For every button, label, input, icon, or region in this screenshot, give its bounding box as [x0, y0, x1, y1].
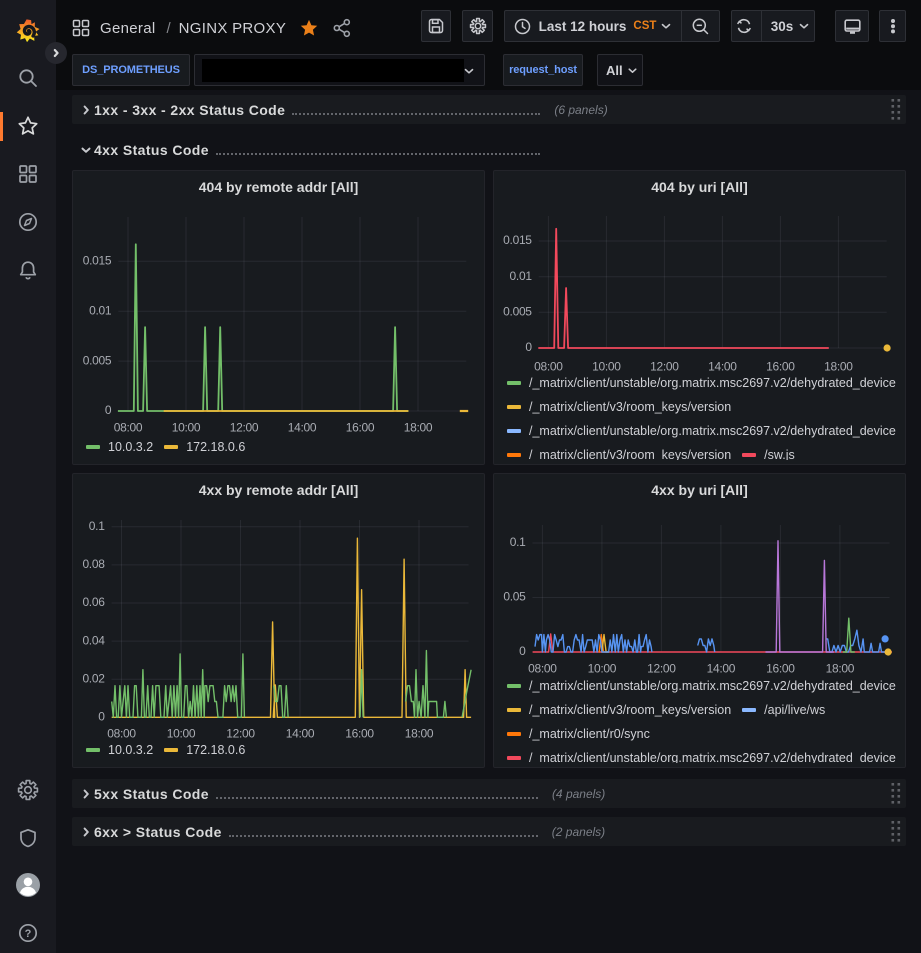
svg-text:0: 0: [98, 710, 105, 724]
svg-text:18:00: 18:00: [826, 662, 855, 675]
svg-text:16:00: 16:00: [346, 421, 375, 435]
svg-text:0.005: 0.005: [83, 353, 112, 367]
svg-text:10:00: 10:00: [167, 727, 196, 741]
svg-text:16:00: 16:00: [766, 662, 795, 675]
svg-text:0.05: 0.05: [503, 590, 526, 604]
svg-text:0.015: 0.015: [503, 233, 532, 247]
svg-text:18:00: 18:00: [404, 421, 433, 435]
svg-text:14:00: 14:00: [707, 662, 736, 675]
svg-text:14:00: 14:00: [288, 421, 317, 435]
svg-text:12:00: 12:00: [226, 727, 255, 741]
svg-text:14:00: 14:00: [286, 727, 315, 741]
svg-text:08:00: 08:00: [107, 727, 136, 741]
svg-text:0.1: 0.1: [510, 535, 526, 549]
svg-text:18:00: 18:00: [824, 360, 853, 372]
svg-text:10:00: 10:00: [592, 360, 621, 372]
svg-text:0: 0: [105, 403, 112, 417]
svg-text:12:00: 12:00: [230, 421, 259, 435]
svg-text:0.005: 0.005: [503, 305, 532, 319]
svg-text:0.06: 0.06: [82, 595, 105, 609]
svg-text:0.01: 0.01: [510, 269, 533, 283]
svg-text:0: 0: [519, 644, 526, 658]
svg-text:0.08: 0.08: [82, 557, 105, 571]
svg-text:0.04: 0.04: [82, 633, 105, 647]
svg-text:10:00: 10:00: [588, 662, 617, 675]
svg-text:0.015: 0.015: [83, 254, 112, 268]
svg-text:?: ?: [25, 928, 32, 940]
svg-text:14:00: 14:00: [708, 360, 737, 372]
svg-text:0.01: 0.01: [89, 303, 112, 317]
svg-text:0.1: 0.1: [89, 519, 105, 533]
svg-text:16:00: 16:00: [345, 727, 374, 741]
svg-text:08:00: 08:00: [528, 662, 557, 675]
svg-text:12:00: 12:00: [647, 662, 676, 675]
svg-text:10:00: 10:00: [172, 421, 201, 435]
svg-text:16:00: 16:00: [766, 360, 795, 372]
svg-text:18:00: 18:00: [405, 727, 434, 741]
svg-text:08:00: 08:00: [534, 360, 563, 372]
svg-text:12:00: 12:00: [650, 360, 679, 372]
svg-text:08:00: 08:00: [114, 421, 143, 435]
svg-text:0: 0: [525, 340, 532, 354]
svg-text:0.02: 0.02: [82, 671, 105, 685]
